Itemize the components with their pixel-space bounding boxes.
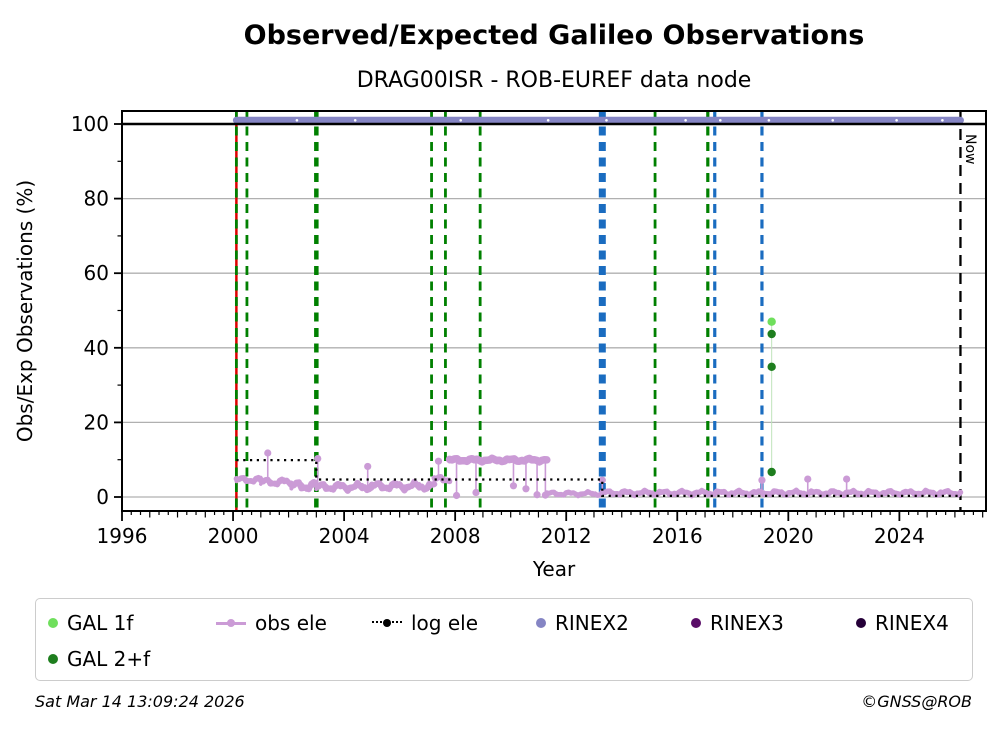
svg-text:2016: 2016 — [652, 524, 703, 548]
copyright-credit: ©GNSS@ROB — [861, 692, 972, 711]
svg-text:2020: 2020 — [763, 524, 814, 548]
svg-text:2000: 2000 — [208, 524, 259, 548]
svg-text:0: 0 — [96, 485, 109, 509]
svg-text:40: 40 — [84, 336, 109, 360]
now-label: Now — [962, 134, 978, 165]
legend-label: GAL 1f — [67, 611, 134, 635]
legend-item-rinex4: RINEX4 — [856, 607, 949, 639]
svg-text:60: 60 — [84, 261, 109, 285]
gridlines — [122, 123, 986, 498]
legend-marker-gal1f — [48, 618, 58, 628]
svg-text:2024: 2024 — [874, 524, 925, 548]
x-axis-label: Year — [532, 557, 576, 581]
chart-canvas: 1996 2000 2004 2008 2012 2016 2020 2024 0 20 40 60 8… — [13, 20, 987, 581]
svg-text:20: 20 — [84, 410, 109, 434]
legend-marker-gal2f — [48, 654, 58, 664]
legend-marker-rinex4 — [856, 618, 866, 628]
svg-text:100: 100 — [71, 112, 109, 136]
svg-text:1996: 1996 — [97, 524, 148, 548]
legend-marker-obs_ele — [216, 617, 246, 629]
legend-marker-log_ele — [372, 617, 402, 629]
legend-item-log-ele: log ele — [372, 607, 478, 639]
legend-label: GAL 2+f — [67, 647, 151, 671]
legend-item-rinex3: RINEX3 — [691, 607, 784, 639]
y-axis-label: Obs/Exp Observations (%) — [13, 180, 37, 442]
plot-timestamp: Sat Mar 14 13:09:24 2026 — [35, 692, 245, 711]
data-series — [122, 116, 986, 500]
legend-item-gal-2-f: GAL 2+f — [48, 643, 150, 675]
legend-label: obs ele — [255, 611, 327, 635]
chart-title: Observed/Expected Galileo Observations — [244, 20, 865, 51]
axes: 1996 2000 2004 2008 2012 2016 2020 2024 0 20 40 60 8… — [71, 110, 987, 548]
legend-label: log ele — [411, 611, 479, 635]
legend-item-rinex2: RINEX2 — [536, 607, 629, 639]
legend-marker-rinex2 — [536, 618, 546, 628]
legend: GAL 1f obs ele log ele RINEX2 RINEX3 RINEX4 GA… — [35, 598, 973, 681]
legend-label: RINEX3 — [710, 611, 784, 635]
chart-subtitle: DRAG00ISR - ROB-EUREF data node — [357, 68, 752, 93]
event-vlines — [234, 111, 962, 511]
legend-label: RINEX2 — [555, 611, 629, 635]
legend-item-obs-ele: obs ele — [216, 607, 327, 639]
svg-text:2004: 2004 — [319, 524, 370, 548]
legend-item-gal-1f: GAL 1f — [48, 607, 133, 639]
legend-label: RINEX4 — [875, 611, 949, 635]
legend-marker-rinex3 — [691, 618, 701, 628]
svg-text:2012: 2012 — [541, 524, 592, 548]
svg-text:80: 80 — [84, 187, 109, 211]
svg-text:2008: 2008 — [430, 524, 481, 548]
